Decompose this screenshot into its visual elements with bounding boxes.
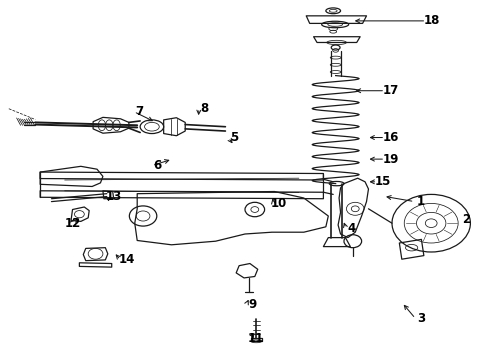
Text: 16: 16 [383,131,399,144]
Text: 5: 5 [230,131,238,144]
Text: 8: 8 [201,102,209,114]
Text: 7: 7 [136,105,144,118]
Text: 9: 9 [248,298,256,311]
Text: 4: 4 [348,222,356,235]
Text: 2: 2 [463,213,470,226]
Text: 12: 12 [64,217,81,230]
Text: 15: 15 [375,175,392,188]
Text: 17: 17 [383,84,399,97]
Text: 18: 18 [424,14,441,27]
Text: 13: 13 [106,190,122,203]
Text: 19: 19 [383,153,399,166]
Text: 14: 14 [118,253,135,266]
Text: 6: 6 [154,159,162,172]
Text: 10: 10 [271,197,288,210]
Text: 11: 11 [248,332,265,345]
Text: 1: 1 [416,195,424,208]
Text: 3: 3 [417,312,425,325]
